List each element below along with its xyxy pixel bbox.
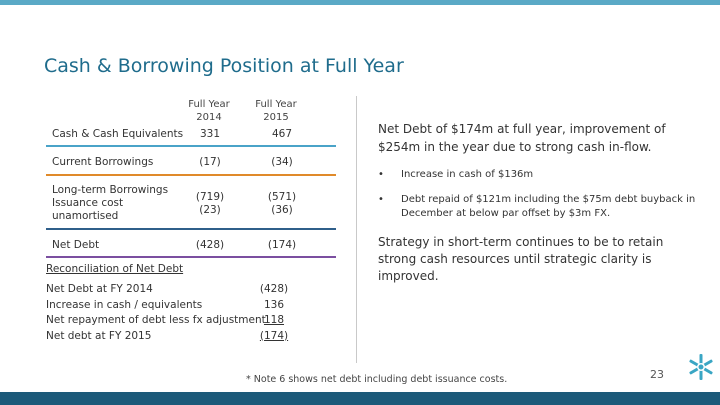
row-divider xyxy=(46,145,336,147)
reconciliation-values: (428) 136 118 (174) xyxy=(258,282,290,344)
column-header-2014: Full Year 2014 xyxy=(179,98,239,124)
row-value-2014: (428) xyxy=(195,239,225,251)
snowflake-logo-icon xyxy=(686,352,716,382)
row-label: Current Borrowings xyxy=(52,156,154,168)
row-label-line: Issuance cost xyxy=(52,197,124,209)
row-value-2015: (571) (36) xyxy=(262,191,302,217)
table-row-current-borrowings: Current Borrowings (17) (34) xyxy=(46,152,336,176)
reconciliation-value: (174) xyxy=(259,329,289,342)
bullet-dot-icon: • xyxy=(378,194,384,205)
row-divider xyxy=(46,174,336,176)
row-value-2015: (34) xyxy=(271,156,293,168)
row-value-line: (23) xyxy=(199,204,221,216)
row-value-line: (719) xyxy=(195,191,225,203)
bullet-dot-icon: • xyxy=(378,169,384,180)
slide-title: Cash & Borrowing Position at Full Year xyxy=(44,55,404,77)
row-label-line: unamortised xyxy=(52,210,119,222)
bullet-text: Debt repaid of $121m including the $75m … xyxy=(401,194,696,219)
strategy-text: Strategy in short-term continues to be t… xyxy=(378,235,664,283)
row-label: Cash & Cash Equivalents xyxy=(52,128,184,140)
table-row-long-term-borrowings: Long-term Borrowings Issuance cost unamo… xyxy=(46,180,336,230)
table-row-cash: Cash & Cash Equivalents 331 467 xyxy=(46,124,336,147)
summary-headline: Net Debt of $174m at full year, improvem… xyxy=(378,122,666,154)
row-label: Long-term Borrowings Issuance cost unamo… xyxy=(52,184,168,223)
row-label-line: Long-term Borrowings xyxy=(52,184,169,196)
column-header-line1: Full Year xyxy=(188,99,230,110)
reconciliation-label: Net debt at FY 2015 xyxy=(46,329,152,342)
row-value-2014: 331 xyxy=(199,128,221,140)
column-header-line1: Full Year xyxy=(255,99,297,110)
bullet-text: Increase in cash of $136m xyxy=(401,169,534,180)
table-row-net-debt: Net Debt (428) (174) xyxy=(46,234,336,258)
reconciliation-title: Reconciliation of Net Debt xyxy=(46,263,184,275)
column-header-line2: 2014 xyxy=(196,112,222,123)
reconciliation-value: 118 xyxy=(263,314,285,326)
reconciliation-label: Net repayment of debt less fx adjustment xyxy=(46,314,266,326)
row-divider xyxy=(46,256,336,258)
reconciliation-label: Increase in cash / equivalents xyxy=(46,298,203,311)
page-number: 23 xyxy=(650,368,664,381)
row-label: Net Debt xyxy=(52,239,100,251)
column-header-2015: Full Year 2015 xyxy=(246,98,306,124)
column-divider xyxy=(356,96,357,363)
row-value-2015: 467 xyxy=(271,128,293,140)
row-divider xyxy=(46,228,336,230)
reconciliation-label: Net Debt at FY 2014 xyxy=(46,283,153,295)
top-accent-bar xyxy=(0,0,720,5)
row-value-2014: (719) (23) xyxy=(194,191,226,217)
bottom-accent-bar xyxy=(0,392,720,405)
footnote: * Note 6 shows net debt including debt i… xyxy=(246,374,508,385)
row-value-2015: (174) xyxy=(267,239,297,251)
reconciliation-labels: Net Debt at FY 2014 Increase in cash / e… xyxy=(46,282,266,344)
reconciliation-value: (428) xyxy=(259,283,289,295)
reconciliation-value: 136 xyxy=(263,298,285,311)
column-header-line2: 2015 xyxy=(263,112,289,123)
row-value-line: (36) xyxy=(271,204,293,216)
row-value-2014: (17) xyxy=(199,156,221,168)
row-value-line: (571) xyxy=(267,191,297,203)
